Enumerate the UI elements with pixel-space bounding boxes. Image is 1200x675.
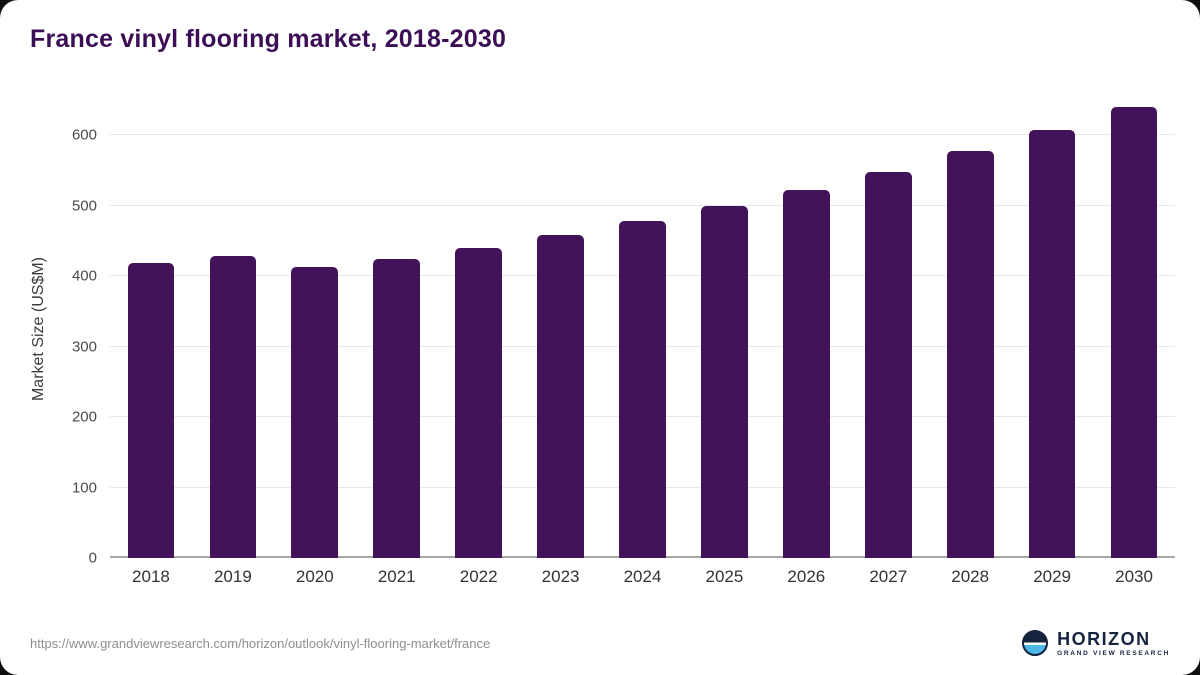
x-axis-ticks: 2018 2019 2020 2021 2022 2023 2024 2025 2026 2027… xyxy=(110,567,1175,587)
x-tick-label: 2028 xyxy=(951,567,990,586)
source-url: https://www.grandviewresearch.com/horizo… xyxy=(30,635,491,651)
bar-slot xyxy=(929,100,1011,558)
bar-2030 xyxy=(1110,107,1158,558)
bar-slot xyxy=(602,100,684,558)
y-tick-label: 200 xyxy=(71,408,97,426)
bar-2022 xyxy=(455,247,502,558)
x-tick-label: 2026 xyxy=(787,567,826,586)
x-tick-label: 2025 xyxy=(705,567,744,586)
bar-2027 xyxy=(864,171,912,558)
gridline xyxy=(110,204,1175,206)
bar-slot xyxy=(1011,100,1093,558)
horizon-logo-text: HORIZON GRAND VIEW RESEARCH xyxy=(1057,630,1170,658)
x-tick-label: 2027 xyxy=(869,567,908,586)
y-tick-label: 600 xyxy=(71,126,97,144)
y-tick-label: 500 xyxy=(71,197,97,215)
y-tick-label: 100 xyxy=(71,479,97,497)
x-tick-label: 2022 xyxy=(459,567,498,586)
x-tick-label: 2023 xyxy=(541,567,580,586)
bar-2026 xyxy=(782,189,830,558)
horizon-logo: HORIZON GRAND VIEW RESEARCH xyxy=(1022,630,1170,658)
plot-area: 0 100 200 300 400 500 600 xyxy=(72,100,1175,567)
bar-slot xyxy=(847,100,929,558)
y-tick-label: 0 xyxy=(88,549,97,567)
bar-2024 xyxy=(619,221,666,558)
bar-slot xyxy=(520,100,602,558)
gridline xyxy=(110,134,1175,136)
bar-2023 xyxy=(537,235,584,558)
y-tick-label: 400 xyxy=(71,267,97,285)
bar-slot xyxy=(1093,100,1175,558)
footer: https://www.grandviewresearch.com/horizo… xyxy=(30,630,1170,658)
bar-series xyxy=(110,100,1175,558)
bar-slot xyxy=(765,100,847,558)
bar-2018 xyxy=(127,263,175,558)
bar-slot xyxy=(356,100,438,558)
x-tick-label: 2024 xyxy=(623,567,662,586)
horizon-logo-icon xyxy=(1022,630,1049,657)
x-tick-label: 2020 xyxy=(295,567,334,586)
bar-2029 xyxy=(1028,130,1076,558)
bar-slot xyxy=(274,100,356,558)
x-tick-label: 2021 xyxy=(377,567,416,586)
bar-2020 xyxy=(291,267,339,558)
y-tick-label: 300 xyxy=(71,338,97,356)
logo-subtitle: GRAND VIEW RESEARCH xyxy=(1057,649,1170,657)
x-tick-label: 2029 xyxy=(1033,567,1072,586)
y-axis-label: Market Size (US$M) xyxy=(30,256,47,402)
bar-2025 xyxy=(701,205,748,558)
bar-2028 xyxy=(946,151,994,558)
chart-title: France vinyl flooring market, 2018-2030 xyxy=(30,25,507,53)
bar-slot xyxy=(110,100,192,558)
bar-slot xyxy=(683,100,765,558)
bar-2019 xyxy=(209,256,257,558)
bar-2021 xyxy=(373,258,421,558)
bar-slot xyxy=(438,100,520,558)
x-tick-label: 2018 xyxy=(132,567,170,586)
logo-title: HORIZON xyxy=(1057,628,1151,649)
x-tick-label: 2030 xyxy=(1115,567,1153,586)
x-tick-label: 2019 xyxy=(213,567,252,586)
bar-slot xyxy=(192,100,274,558)
